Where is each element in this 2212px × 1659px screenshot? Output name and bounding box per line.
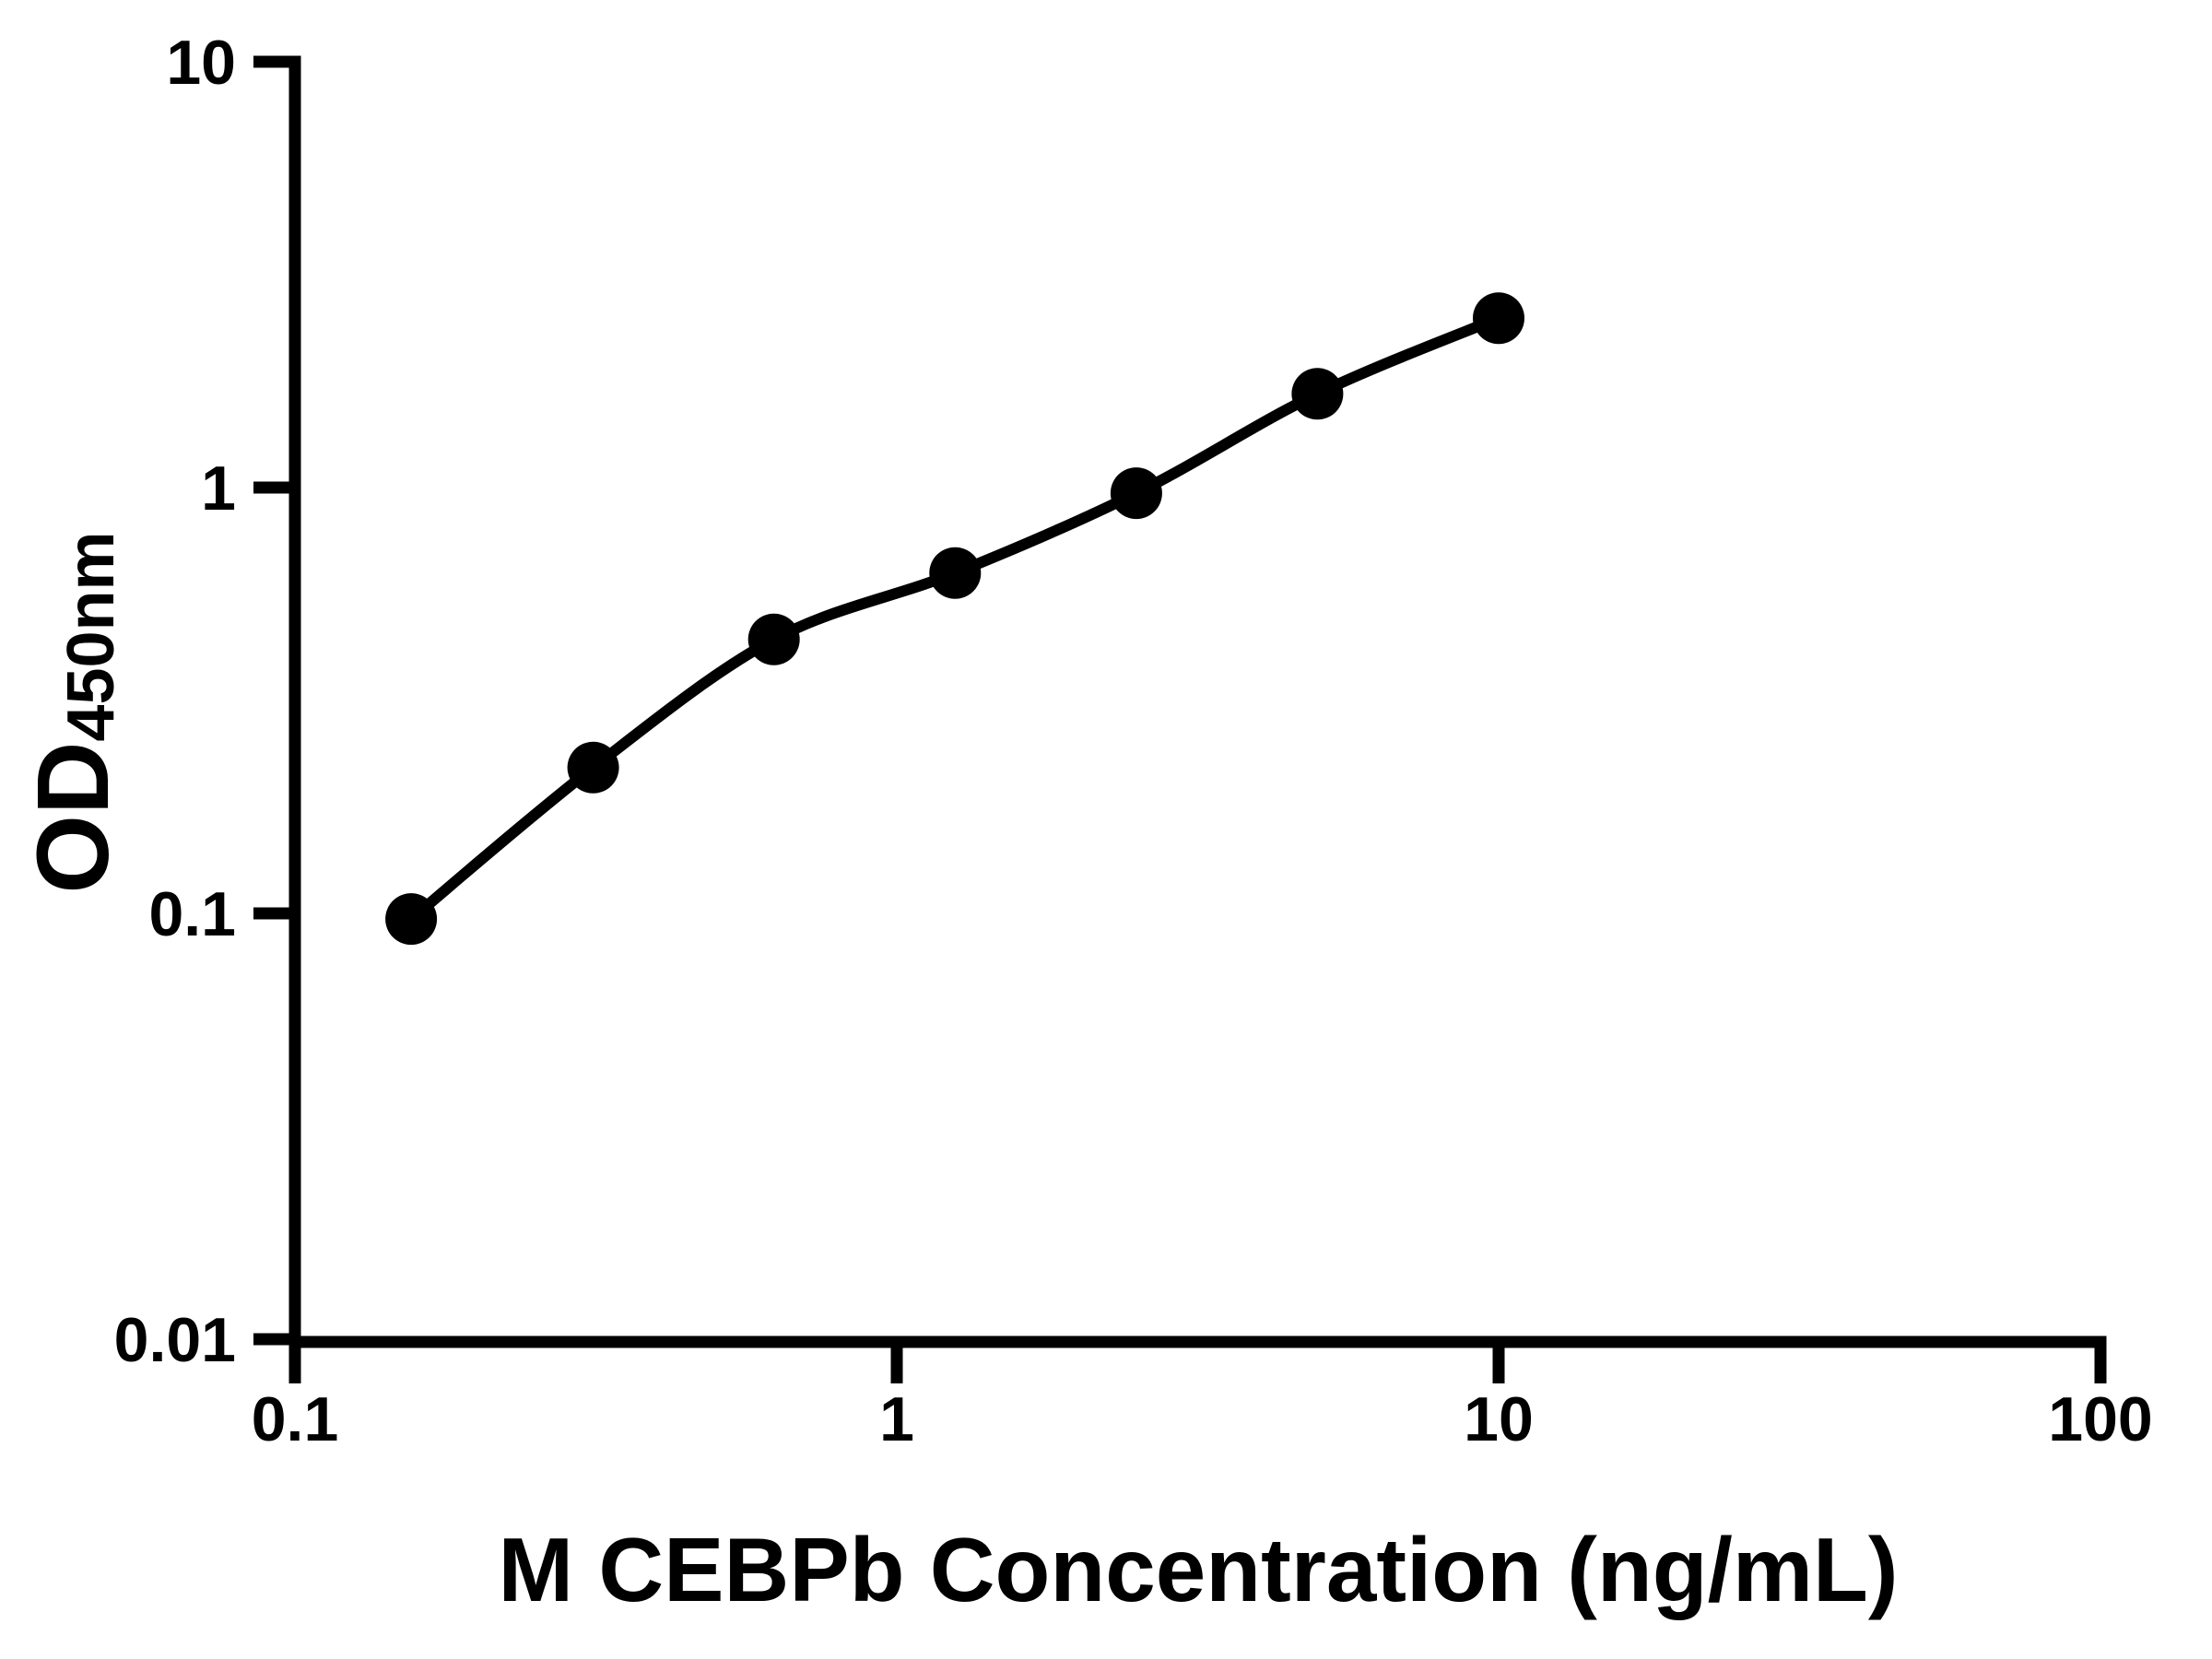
x-tick-label: 1: [879, 1384, 914, 1454]
x-tick-label: 0.1: [252, 1384, 339, 1454]
y-axis-title-main: OD: [17, 742, 130, 894]
x-tick-label: 10: [1464, 1384, 1534, 1454]
y-tick-label: 1: [201, 453, 236, 524]
data-point: [1291, 368, 1344, 420]
data-point: [1473, 292, 1524, 345]
x-axis-title: M CEBPb Concentration (ng/mL): [499, 1519, 1899, 1620]
y-axis-title: OD450nm: [17, 531, 130, 893]
data-series-layer: [385, 292, 1524, 946]
data-point: [567, 741, 619, 794]
data-point: [929, 547, 982, 599]
y-tick-label: 0.1: [148, 879, 236, 949]
y-tick-label: 0.01: [114, 1305, 236, 1375]
y-axis-title-subscript: 450nm: [54, 531, 128, 741]
data-point: [1110, 467, 1162, 520]
y-tick-label: 10: [166, 28, 236, 98]
x-tick-label: 100: [2048, 1384, 2152, 1454]
data-point: [385, 893, 438, 946]
data-point: [747, 613, 800, 665]
